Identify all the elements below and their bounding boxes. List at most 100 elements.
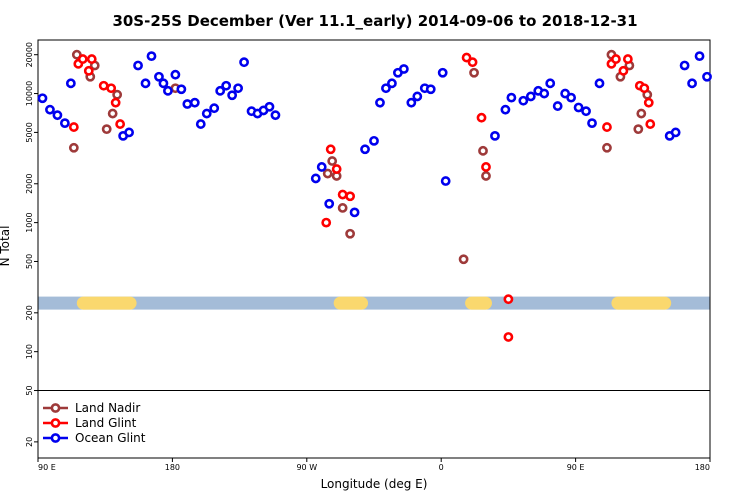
land-glint-point (331, 164, 342, 174)
legend-label: Land Glint (75, 416, 137, 430)
ocean-glint-point (310, 173, 321, 184)
observation-band (38, 296, 710, 310)
ocean-glint-point (209, 103, 220, 114)
ocean-glint-point (221, 80, 232, 91)
y-tick-label: 50 (25, 385, 34, 395)
plot-frame (37, 39, 711, 459)
land-glint-point (618, 65, 629, 76)
ocean-glint-point (679, 60, 690, 71)
land-glint-point (503, 332, 514, 342)
ocean-glint-point (195, 119, 206, 129)
ocean-glint-point (406, 97, 417, 108)
legend-label: Land Nadir (75, 401, 140, 415)
ocean-glint-point (398, 64, 409, 74)
land-glint-point (476, 112, 487, 123)
land-glint-point (115, 119, 126, 129)
x-tick-label: 180 (165, 463, 180, 472)
land-glint-point (622, 54, 633, 64)
legend-label: Ocean Glint (75, 431, 146, 445)
legend-swatch-marker (50, 403, 61, 413)
band-highlight-0 (76, 296, 137, 310)
ocean-glint-point (490, 130, 500, 141)
ocean-glint-point (594, 78, 605, 89)
y-tick-label: 20000 (25, 42, 34, 67)
y-tick-label: 200 (25, 305, 34, 320)
ocean-glint-point (146, 51, 157, 62)
land-nadir-point (327, 156, 338, 166)
land-glint-point (639, 83, 650, 94)
ocean-glint-point (264, 101, 275, 112)
ocean-glint-point (437, 67, 448, 78)
land-glint-point (325, 144, 336, 155)
land-glint-point (337, 189, 348, 200)
ocean-glint-point (360, 144, 370, 155)
land-nadir-point (481, 171, 491, 181)
legend-swatch-marker (50, 418, 61, 428)
ocean-glint-point (215, 85, 226, 96)
land-glint-point (98, 80, 109, 91)
ocean-glint-point (176, 84, 187, 95)
land-nadir-point (469, 67, 479, 78)
land-glint-point (345, 191, 356, 202)
ocean-glint-point (440, 176, 451, 186)
land-nadir-point (478, 145, 488, 156)
ocean-glint-point (581, 106, 591, 117)
ocean-glint-point (45, 104, 55, 115)
ocean-glint-point (552, 101, 563, 111)
ocean-glint-point (349, 207, 360, 218)
y-axis-label: N Total (0, 226, 12, 267)
ocean-glint-point (369, 135, 379, 146)
ocean-glint-point (375, 97, 385, 108)
land-glint-point (602, 122, 612, 132)
land-glint-point (503, 294, 514, 305)
legend-item-land-glint: Land Glint (43, 416, 137, 430)
land-nadir-point (107, 108, 118, 119)
land-glint-point (86, 54, 97, 64)
ocean-glint-point (124, 127, 134, 138)
land-nadir-point (101, 124, 112, 135)
ocean-glint-point (133, 60, 143, 71)
data-points (37, 49, 712, 342)
ocean-glint-point (154, 71, 164, 82)
band-highlight-1 (333, 296, 369, 310)
ocean-glint-point (500, 104, 511, 115)
land-nadir-point (345, 228, 356, 239)
ocean-glint-point (566, 92, 577, 103)
land-glint-point (461, 52, 472, 63)
land-nadir-point (633, 124, 644, 135)
land-nadir-point (458, 254, 469, 265)
land-nadir-point (636, 108, 647, 119)
y-tick-label: 2000 (25, 174, 34, 194)
legend-item-land-nadir: Land Nadir (43, 401, 140, 415)
land-glint-point (106, 83, 117, 94)
band-highlight-3 (611, 296, 672, 310)
land-glint-point (481, 162, 491, 172)
y-tick-label: 1000 (25, 212, 34, 232)
legend-item-ocean-glint: Ocean Glint (43, 431, 146, 445)
ocean-glint-point (573, 102, 584, 113)
x-tick-label: 180 (695, 463, 710, 472)
ocean-glint-point (518, 95, 529, 106)
land-glint-point (83, 65, 94, 76)
ocean-glint-point (37, 93, 48, 104)
ocean-glint-point (233, 83, 244, 94)
land-nadir-point (68, 142, 79, 153)
ocean-glint-point (702, 71, 712, 82)
ocean-glint-point (227, 90, 238, 101)
y-tick-label: 500 (25, 254, 34, 269)
ocean-glint-point (587, 118, 597, 129)
ocean-glint-point (545, 78, 556, 89)
land-glint-point (68, 122, 79, 132)
x-tick-label: 90 W (296, 463, 317, 472)
ocean-glint-point (270, 110, 281, 121)
land-nadir-point (112, 89, 123, 100)
land-nadir-point (602, 142, 612, 153)
chart-title: 30S-25S December (Ver 11.1_early) 2014-0… (112, 12, 637, 30)
y-tick-label: 5000 (25, 122, 34, 142)
ocean-glint-point (412, 91, 423, 102)
y-tick-label: 20 (25, 437, 34, 447)
ocean-glint-point (182, 99, 193, 109)
y-tick-label: 10000 (25, 81, 34, 106)
ocean-glint-point (670, 127, 681, 138)
